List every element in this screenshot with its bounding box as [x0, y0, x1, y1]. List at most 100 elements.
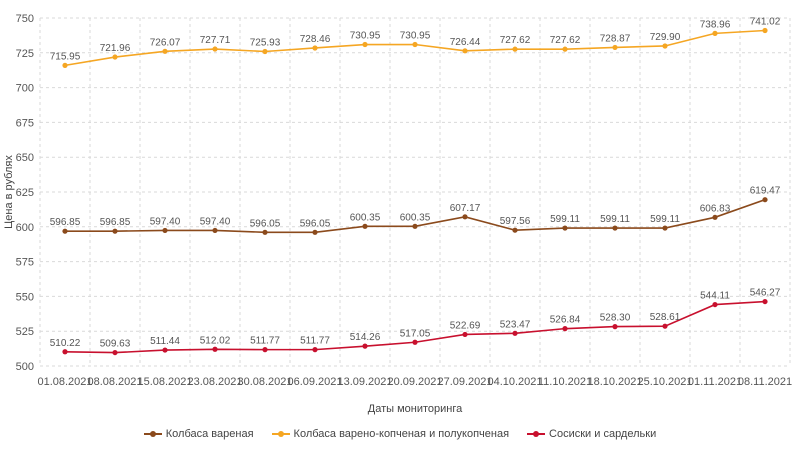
x-tick-label: 01.08.2021 [37, 376, 92, 388]
data-point [312, 45, 318, 51]
data-point [412, 41, 418, 48]
x-axis-title: Даты мониторинга [368, 403, 463, 415]
data-label: 726.44 [450, 37, 481, 48]
data-point [262, 347, 268, 353]
data-label: 600.35 [350, 212, 381, 223]
data-point [262, 48, 268, 55]
y-tick-label: 625 [16, 187, 34, 199]
data-point [662, 225, 668, 231]
data-label: 511.44 [150, 336, 180, 347]
data-label: 597.40 [200, 216, 231, 227]
x-tick-label: 27.09.2021 [437, 376, 492, 388]
x-tick-label: 30.08.2021 [237, 376, 292, 388]
data-point [712, 214, 718, 220]
x-tick-label: 04.10.2021 [487, 376, 542, 388]
data-point [612, 44, 618, 51]
legend-item[interactable]: Колбаса варено-копченая и полукопченая [271, 428, 509, 440]
data-label: 728.46 [300, 34, 331, 45]
data-label: 596.85 [100, 217, 131, 228]
data-point [62, 349, 68, 355]
data-point [762, 298, 768, 305]
data-point [612, 225, 618, 231]
data-point [562, 326, 568, 332]
data-label: 730.95 [350, 31, 381, 42]
x-tick-label: 08.11.2021 [738, 376, 792, 388]
data-point [512, 227, 518, 233]
y-tick-label: 575 [16, 257, 34, 269]
legend-label: Колбаса вареная [165, 428, 254, 440]
data-point [512, 330, 518, 336]
data-point [662, 323, 668, 329]
data-label: 738.96 [700, 19, 731, 30]
data-label: 599.11 [650, 214, 680, 225]
legend: Колбаса вареная Колбаса варено-копченая и… [0, 428, 800, 440]
legend-swatch [271, 429, 290, 439]
data-label: 715.95 [50, 51, 81, 62]
legend-dot-marker [533, 431, 540, 437]
x-tick-label: 15.08.2021 [137, 376, 192, 388]
y-tick-label: 675 [16, 117, 34, 129]
data-label: 523.47 [500, 319, 531, 330]
data-label: 512.02 [200, 335, 231, 346]
data-label: 727.62 [550, 35, 581, 46]
data-point [762, 197, 768, 203]
data-point [162, 347, 168, 353]
data-point [112, 228, 118, 234]
data-label: 511.77 [300, 336, 330, 347]
data-point [62, 228, 68, 234]
data-point [512, 46, 518, 52]
legend-item[interactable]: Сосиски и сардельки [527, 428, 656, 440]
data-point [762, 27, 768, 34]
data-point [362, 223, 368, 229]
data-point [312, 229, 318, 235]
data-point [262, 229, 268, 235]
data-label: 596.05 [300, 218, 331, 229]
data-label: 528.30 [600, 313, 631, 324]
x-tick-label: 01.11.2021 [688, 376, 742, 388]
data-label: 511.77 [250, 336, 280, 347]
data-label: 725.93 [250, 38, 281, 49]
data-point [312, 347, 318, 353]
data-point [162, 227, 168, 234]
legend-item[interactable]: Колбаса вареная [143, 428, 254, 440]
y-tick-label: 725 [16, 48, 34, 60]
data-label: 600.35 [400, 212, 431, 223]
data-label: 528.61 [650, 312, 681, 323]
x-tick-label: 18.10.2021 [587, 376, 642, 388]
data-point [712, 30, 718, 36]
data-label: 517.05 [400, 328, 431, 339]
y-tick-label: 500 [16, 361, 34, 373]
x-tick-label: 06.09.2021 [287, 376, 342, 388]
data-point [462, 331, 468, 338]
y-tick-label: 650 [16, 152, 34, 164]
data-label: 522.69 [450, 320, 481, 331]
legend-dot-marker [149, 431, 156, 437]
data-point [412, 339, 418, 345]
x-tick-label: 25.10.2021 [637, 376, 692, 388]
data-point [362, 343, 368, 349]
data-point [412, 223, 418, 229]
data-label: 514.26 [350, 332, 381, 343]
data-point [112, 54, 118, 60]
x-tick-label: 08.08.2021 [87, 376, 142, 388]
data-point [162, 48, 168, 54]
y-tick-label: 525 [16, 326, 34, 338]
y-axis-title: Цена в рублях [3, 155, 15, 229]
data-label: 726.07 [150, 37, 181, 48]
y-tick-label: 700 [16, 83, 34, 95]
data-point [362, 41, 368, 48]
data-label: 721.96 [100, 43, 131, 54]
data-label: 597.40 [150, 216, 181, 227]
data-point [62, 62, 68, 68]
data-label: 599.11 [550, 214, 580, 225]
data-label: 730.95 [400, 31, 431, 42]
data-label: 606.83 [700, 203, 731, 214]
legend-swatch [527, 429, 546, 439]
data-label: 509.63 [100, 339, 131, 350]
data-point [212, 227, 218, 234]
data-label: 728.87 [600, 33, 631, 44]
x-tick-label: 13.09.2021 [337, 376, 392, 388]
data-label: 727.71 [200, 35, 231, 46]
data-point [212, 46, 218, 52]
data-label: 526.84 [550, 315, 581, 326]
